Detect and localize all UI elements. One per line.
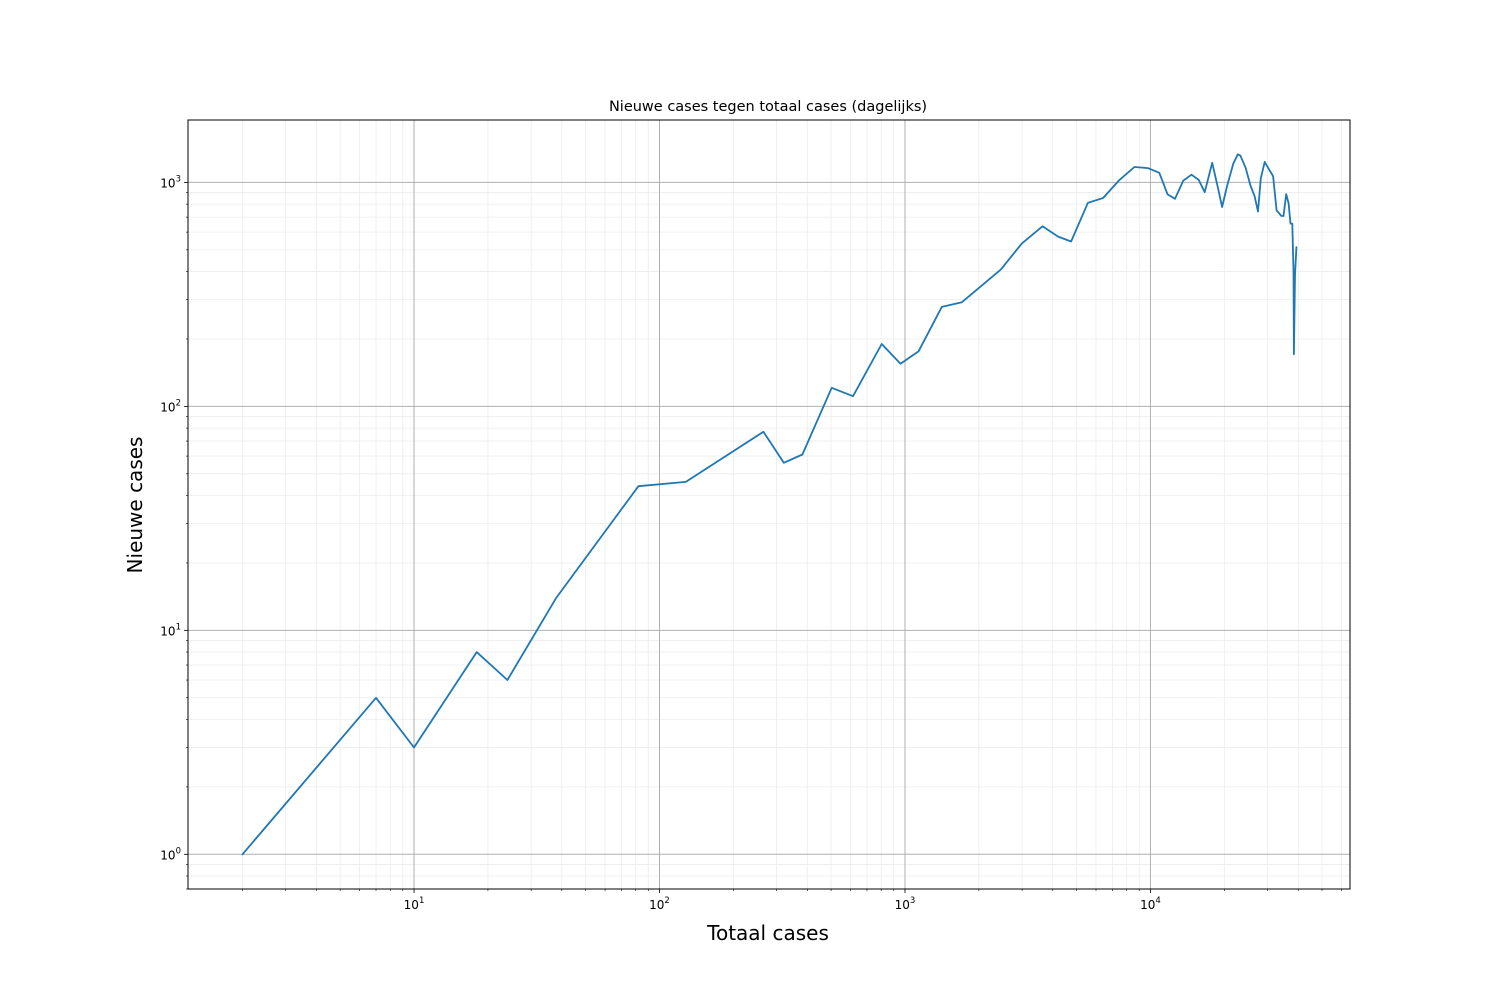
x-tick-label-exponent: 2 bbox=[664, 896, 669, 906]
y-tick-label-exponent: 0 bbox=[176, 846, 181, 856]
x-tick-label-base: 10 bbox=[895, 898, 910, 912]
y-tick-label: 101 bbox=[160, 622, 181, 638]
x-tick-label: 103 bbox=[895, 896, 916, 912]
y-tick-label-base: 10 bbox=[160, 848, 175, 862]
y-tick-label-exponent: 1 bbox=[176, 622, 181, 632]
y-tick-label: 103 bbox=[160, 174, 181, 190]
series-layer bbox=[241, 153, 1298, 856]
x-tick-label: 104 bbox=[1140, 896, 1161, 912]
y-tick-label-exponent: 3 bbox=[176, 174, 181, 184]
x-axis-label: Totaal cases bbox=[706, 921, 829, 945]
x-tick-label-base: 10 bbox=[649, 898, 664, 912]
x-tick-label: 101 bbox=[404, 896, 425, 912]
x-tick-label-exponent: 1 bbox=[419, 896, 424, 906]
y-tick-label-base: 10 bbox=[160, 400, 175, 414]
chart-title: Nieuwe cases tegen totaal cases (dagelij… bbox=[609, 99, 927, 115]
series-line bbox=[241, 153, 1298, 856]
y-tick-label-exponent: 2 bbox=[176, 398, 181, 408]
x-tick-label-base: 10 bbox=[1140, 898, 1155, 912]
y-tick-label-base: 10 bbox=[160, 624, 175, 638]
y-tick-label: 102 bbox=[160, 398, 181, 414]
y-axis-label: Nieuwe cases bbox=[123, 437, 147, 574]
x-tick-label-exponent: 4 bbox=[1155, 896, 1160, 906]
y-tick-label-base: 10 bbox=[160, 176, 175, 190]
y-tick-label: 100 bbox=[160, 846, 181, 862]
plot-frame bbox=[187, 119, 1351, 890]
major-grid bbox=[188, 120, 1350, 889]
x-tick-label: 102 bbox=[649, 896, 670, 912]
x-tick-label-exponent: 3 bbox=[910, 896, 915, 906]
x-tick-label-base: 10 bbox=[404, 898, 419, 912]
